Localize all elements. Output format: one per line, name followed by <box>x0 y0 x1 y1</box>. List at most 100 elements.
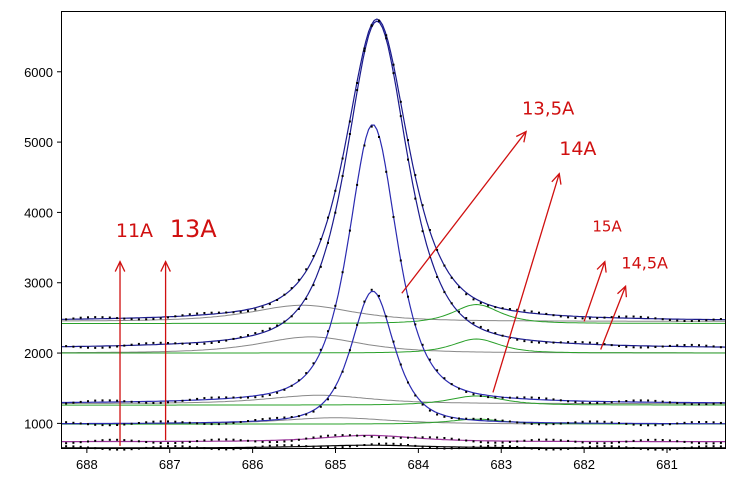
data-point <box>348 445 351 448</box>
data-point <box>552 438 555 441</box>
data-point <box>356 183 359 186</box>
data-point <box>698 344 700 347</box>
data-point <box>625 315 628 318</box>
data-point <box>647 346 650 349</box>
data-point <box>254 396 257 399</box>
annotation-label: 13,5A <box>522 99 575 120</box>
data-point <box>443 377 446 380</box>
data-point <box>116 399 119 402</box>
data-point <box>458 387 460 390</box>
data-point <box>94 399 97 402</box>
data-point <box>283 320 286 323</box>
data-point <box>603 420 606 423</box>
data-point <box>545 448 548 451</box>
data-point <box>705 421 708 423</box>
annotation-arrow-line <box>401 131 527 294</box>
data-point <box>239 396 242 399</box>
data-point <box>130 343 133 346</box>
data-point <box>181 314 184 317</box>
data-point <box>501 441 504 444</box>
data-point <box>72 421 75 424</box>
data-point <box>596 342 599 345</box>
data-point <box>698 403 700 406</box>
data-point <box>239 421 242 423</box>
data-point <box>632 439 635 442</box>
data-point <box>130 422 133 425</box>
data-point <box>101 346 104 349</box>
data-point <box>559 422 562 425</box>
data-point <box>530 341 533 344</box>
data-point <box>574 317 577 319</box>
data-point <box>210 423 213 426</box>
fit-curve-3 <box>62 290 725 425</box>
data-point <box>581 401 584 404</box>
data-point <box>450 447 453 450</box>
handwritten-annotations: 11A 13A 13,5A 14A 15A 14,5A <box>114 99 668 446</box>
data-point <box>668 423 671 426</box>
data-point <box>225 448 228 451</box>
data-point <box>705 442 708 445</box>
data-point <box>421 403 424 406</box>
data-point <box>65 442 68 445</box>
data-point <box>94 346 97 349</box>
data-point <box>79 445 82 448</box>
data-point <box>610 344 613 347</box>
data-point <box>290 384 293 387</box>
data-point <box>137 440 140 443</box>
data-point <box>610 445 613 448</box>
data-point <box>334 211 337 214</box>
data-point <box>232 311 235 314</box>
data-point <box>552 423 555 426</box>
data-point <box>618 422 620 425</box>
data-point <box>174 445 177 448</box>
data-point <box>581 317 584 320</box>
data-point <box>683 440 686 443</box>
data-point <box>392 63 395 66</box>
data-point <box>254 440 257 443</box>
data-point <box>385 315 388 318</box>
data-point <box>217 438 220 441</box>
data-point <box>87 423 89 426</box>
data-point <box>116 424 119 426</box>
data-point <box>188 398 191 401</box>
annotation-arrow-head <box>617 284 628 298</box>
data-point <box>516 421 519 424</box>
data-point <box>676 319 679 322</box>
data-point <box>508 308 511 310</box>
annotation-arrow-line <box>583 261 606 322</box>
data-point <box>312 436 315 439</box>
data-point <box>676 440 679 443</box>
data-point <box>719 402 722 405</box>
data-point <box>559 315 562 318</box>
data-point <box>123 317 126 320</box>
data-point <box>436 413 439 416</box>
data-point <box>494 418 497 421</box>
data-point <box>232 448 235 451</box>
x-tick-label: 686 <box>242 457 264 472</box>
data-point <box>188 440 191 443</box>
data-point <box>72 445 75 448</box>
data-point <box>159 317 162 320</box>
annotation-arrow-line <box>492 173 560 393</box>
data-point <box>559 439 562 442</box>
data-point <box>123 423 126 426</box>
data-point <box>181 342 184 345</box>
data-point <box>530 310 533 313</box>
data-point <box>407 139 409 142</box>
data-point <box>625 422 628 425</box>
data-point <box>596 445 599 448</box>
data-point <box>690 403 693 406</box>
annotation-arrow-head <box>114 260 126 272</box>
data-point <box>458 286 460 289</box>
data-point <box>632 346 635 349</box>
data-point <box>443 415 446 418</box>
data-point <box>574 421 577 424</box>
data-point <box>458 310 460 313</box>
data-point <box>268 441 271 444</box>
data-point <box>108 424 111 427</box>
data-point <box>436 369 439 372</box>
data-point <box>196 312 199 315</box>
data-point <box>65 318 68 321</box>
data-point <box>254 308 257 311</box>
data-point <box>596 317 599 320</box>
